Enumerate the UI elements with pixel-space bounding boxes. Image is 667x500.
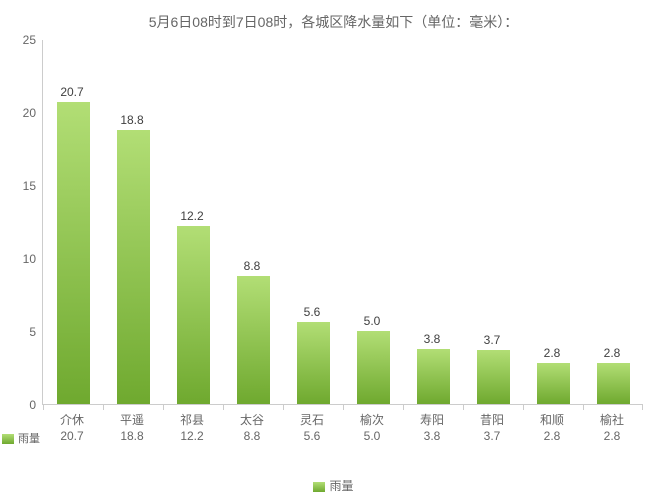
x-tick-label: 榆次 — [360, 411, 384, 428]
bar — [477, 350, 510, 404]
x-tick-label: 太谷 — [240, 411, 264, 428]
bar — [537, 363, 570, 404]
bar — [417, 349, 450, 404]
legend: 雨量 — [0, 477, 667, 494]
y-tick-label: 10 — [0, 252, 42, 266]
bar-value-label: 5.6 — [282, 305, 342, 319]
chart-title: 5月6日08时到7日08时，各城区降水量如下（单位：毫米）： — [0, 12, 667, 32]
x-tick-label: 和顺 — [540, 411, 564, 428]
bar — [57, 102, 90, 404]
data-table-cell: 3.8 — [424, 429, 441, 443]
data-table-cell: 5.0 — [364, 429, 381, 443]
y-tick-label: 0 — [0, 398, 42, 412]
bar-value-label: 3.7 — [462, 333, 522, 347]
bar-chart: 5月6日08时到7日08时，各城区降水量如下（单位：毫米）： 雨量 — [0, 0, 667, 500]
bar-value-label: 2.8 — [582, 346, 642, 360]
x-tick-label: 介休 — [60, 411, 84, 428]
data-table-cell: 12.2 — [180, 429, 203, 443]
x-tick-label: 榆社 — [600, 411, 624, 428]
data-table-cell: 3.7 — [484, 429, 501, 443]
legend-swatch — [313, 482, 325, 492]
bar-value-label: 2.8 — [522, 346, 582, 360]
bar — [597, 363, 630, 404]
x-tick-label: 昔阳 — [480, 411, 504, 428]
bar-value-label: 8.8 — [222, 259, 282, 273]
bar-value-label: 12.2 — [162, 209, 222, 223]
data-table-cell: 8.8 — [244, 429, 261, 443]
legend-label: 雨量 — [329, 479, 353, 493]
y-tick-label: 5 — [0, 325, 42, 339]
bar-value-label: 5.0 — [342, 314, 402, 328]
data-table-cell: 2.8 — [544, 429, 561, 443]
x-tick-label: 祁县 — [180, 411, 204, 428]
bar — [117, 130, 150, 404]
y-tick-label: 20 — [0, 106, 42, 120]
bar-value-label: 20.7 — [42, 85, 102, 99]
data-table-cell: 20.7 — [60, 429, 83, 443]
y-tick-label: 25 — [0, 33, 42, 47]
bar-value-label: 3.8 — [402, 332, 462, 346]
x-tick-label: 灵石 — [300, 411, 324, 428]
y-tick-label: 15 — [0, 179, 42, 193]
x-tick-label: 寿阳 — [420, 411, 444, 428]
data-table-series-header: 雨量 — [2, 430, 40, 446]
x-tick-label: 平遥 — [120, 411, 144, 428]
bar — [297, 322, 330, 404]
bar — [237, 276, 270, 404]
bar — [357, 331, 390, 404]
data-table-cell: 5.6 — [304, 429, 321, 443]
bar-value-label: 18.8 — [102, 113, 162, 127]
data-table-cell: 18.8 — [120, 429, 143, 443]
bar — [177, 226, 210, 404]
data-table-cell: 2.8 — [604, 429, 621, 443]
